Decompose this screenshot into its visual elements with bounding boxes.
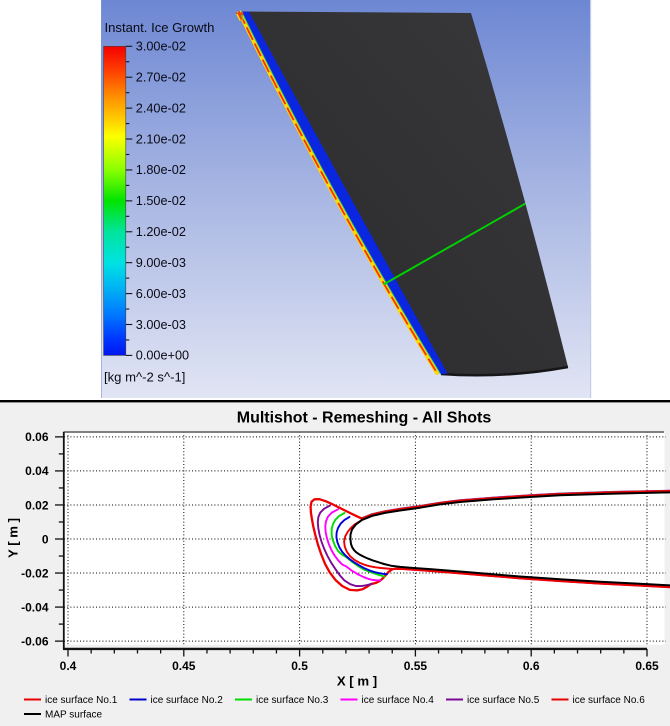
svg-text:ice surface No.6: ice surface No.6 <box>573 695 646 706</box>
svg-text:ice surface No.4: ice surface No.4 <box>362 695 435 706</box>
svg-text:-0.02: -0.02 <box>21 566 49 580</box>
svg-text:0: 0 <box>42 532 49 546</box>
svg-text:0.45: 0.45 <box>172 659 196 673</box>
svg-text:X [ m ]: X [ m ] <box>337 674 377 689</box>
svg-text:3.00e-03: 3.00e-03 <box>136 318 186 332</box>
svg-text:0.6: 0.6 <box>523 659 540 673</box>
svg-text:ice surface No.2: ice surface No.2 <box>151 695 224 706</box>
svg-text:1.80e-02: 1.80e-02 <box>136 163 186 177</box>
svg-text:ice surface No.1: ice surface No.1 <box>45 695 118 706</box>
svg-text:0.06: 0.06 <box>25 430 49 444</box>
svg-text:2.10e-02: 2.10e-02 <box>136 132 186 146</box>
svg-text:Y [ m ]: Y [ m ] <box>6 518 21 558</box>
svg-text:0.55: 0.55 <box>404 659 428 673</box>
svg-text:0.4: 0.4 <box>60 659 77 673</box>
svg-text:-0.06: -0.06 <box>21 634 49 648</box>
svg-text:MAP surface: MAP surface <box>45 710 102 721</box>
svg-text:2.40e-02: 2.40e-02 <box>136 101 186 115</box>
svg-text:0.5: 0.5 <box>291 659 308 673</box>
svg-text:Instant. Ice Growth: Instant. Ice Growth <box>105 20 215 35</box>
svg-text:0.02: 0.02 <box>25 498 49 512</box>
svg-text:2.70e-02: 2.70e-02 <box>136 71 186 85</box>
svg-text:-0.04: -0.04 <box>21 600 49 614</box>
svg-text:0.04: 0.04 <box>25 464 49 478</box>
svg-text:ice surface No.3: ice surface No.3 <box>256 695 329 706</box>
svg-text:1.50e-02: 1.50e-02 <box>136 194 186 208</box>
svg-text:1.20e-02: 1.20e-02 <box>136 225 186 239</box>
svg-text:[kg m^-2 s^-1]: [kg m^-2 s^-1] <box>104 369 185 384</box>
svg-text:ice surface No.5: ice surface No.5 <box>467 695 540 706</box>
svg-text:3.00e-02: 3.00e-02 <box>136 40 186 54</box>
svg-text:0.65: 0.65 <box>635 659 659 673</box>
svg-text:6.00e-03: 6.00e-03 <box>136 287 186 301</box>
svg-text:0.00e+00: 0.00e+00 <box>136 349 189 363</box>
svg-text:Multishot - Remeshing - All Sh: Multishot - Remeshing - All Shots <box>237 410 492 427</box>
svg-text:9.00e-03: 9.00e-03 <box>136 256 186 270</box>
